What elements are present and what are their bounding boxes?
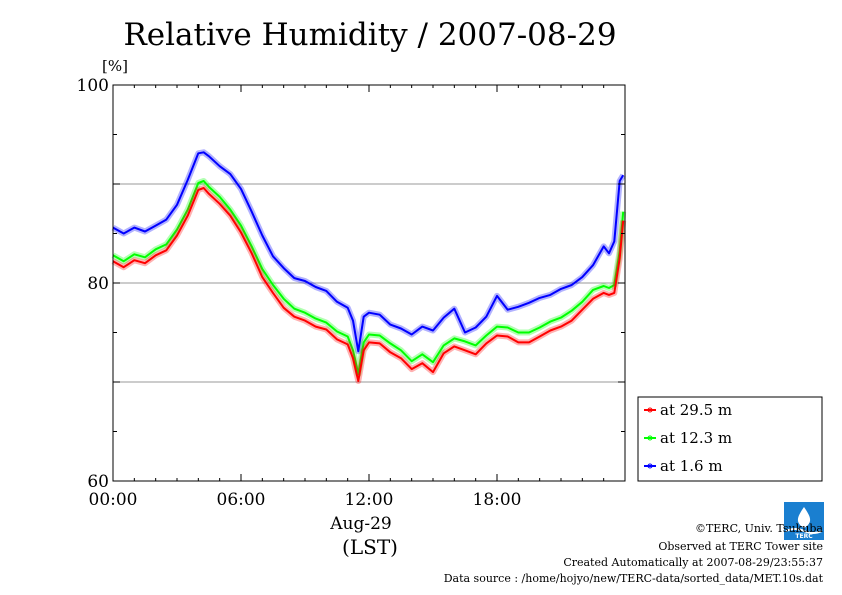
axis-ticks (112, 84, 626, 482)
y-axis-unit: [%] (102, 57, 128, 75)
series-layer (111, 149, 627, 384)
x-tick-label: 00:00 (89, 490, 138, 510)
footer-credits: ©TERC, Univ. Tsukuba Observed at TERC To… (444, 522, 824, 585)
drop-icon (797, 507, 811, 528)
footer-observed: Observed at TERC Tower site (658, 540, 823, 553)
footer-copyright: ©TERC, Univ. Tsukuba (695, 522, 823, 535)
series-band (111, 185, 627, 384)
legend-box (637, 396, 823, 482)
x-tick-labels: 00:00 06:00 12:00 18:00 (89, 490, 522, 510)
x-tick-label: 12:00 (345, 490, 394, 510)
series-line (112, 187, 625, 382)
series-line (112, 180, 625, 376)
legend-marker (647, 435, 653, 441)
x-tick-label: 18:00 (473, 490, 522, 510)
y-tick-label: 80 (87, 274, 109, 294)
y-tick-labels: 60 80 100 (77, 76, 109, 492)
y-tick-label: 60 (87, 472, 109, 492)
footer-source: Data source : /home/hojyo/new/TERC-data/… (444, 572, 824, 585)
x-axis-date: Aug-29 (329, 514, 391, 534)
y-tick-label: 100 (77, 76, 109, 96)
legend-label: at 29.5 m (660, 401, 732, 419)
legend-marker (647, 407, 653, 413)
legend-label: at 12.3 m (660, 429, 732, 447)
terc-logo: TERC (784, 502, 824, 540)
x-tick-label: 06:00 (217, 490, 266, 510)
chart-title: Relative Humidity / 2007-08-29 (123, 17, 616, 53)
footer-created: Created Automatically at 2007-08-29/23:5… (563, 556, 823, 569)
legend: at 29.5 m at 12.3 m at 1.6 m (637, 396, 823, 482)
legend-marker (647, 463, 653, 469)
legend-label: at 1.6 m (660, 457, 723, 475)
series-line (112, 151, 625, 353)
x-axis-timezone: (LST) (342, 535, 398, 559)
wave-icon (785, 528, 823, 534)
logo-text: TERC (795, 533, 813, 540)
